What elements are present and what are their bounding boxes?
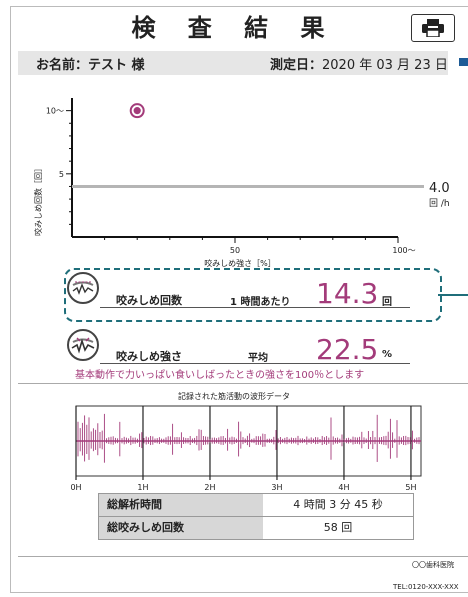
section-divider [18, 383, 468, 384]
y-axis-label: 咬みしめ回数［回］ [33, 164, 43, 236]
strength-value: 22.5 [316, 333, 379, 366]
print-button[interactable] [411, 14, 455, 42]
scatter-chart: 咬みしめ回数［回］ 10〜 5 50 100〜 4.0 回 /h 咬みしめ強さ［%］ [33, 98, 450, 268]
emg-tick-label: 5H [405, 483, 416, 490]
printer-icon [422, 19, 444, 37]
stat-label: 総咬みしめ回数 [99, 517, 263, 539]
strength-qualifier: 平均 [248, 353, 268, 364]
emg-title: 記録された筋活動の波形データ [178, 392, 290, 401]
footer-divider [18, 556, 468, 557]
clench-count-icon [67, 272, 99, 304]
data-point [133, 107, 141, 115]
count-qualifier: 1 時間あたり [230, 297, 291, 308]
measure-date: 測定日：2020 年 03 月 23 日 [270, 54, 448, 73]
count-underline [100, 307, 410, 308]
page-title: 検 査 結 果 [131, 14, 337, 42]
emg-tick-label: 2H [204, 483, 215, 490]
side-tab-marker [459, 58, 468, 66]
y-tick-label: 10〜 [46, 107, 64, 116]
clinic-name: 〇〇歯科医院 [412, 561, 454, 569]
callout-connector [438, 294, 468, 296]
stats-table: 総解析時間 4 時間 3 分 45 秒 総咬みしめ回数 58 回 [98, 493, 414, 540]
stat-value: 58 回 [263, 517, 413, 539]
count-unit: 回 [382, 297, 392, 308]
reference-value: 4.0 [429, 181, 450, 196]
emg-tick-label: 4H [338, 483, 349, 490]
count-value: 14.3 [316, 277, 379, 310]
clench-strength-icon [67, 329, 99, 361]
x-tick-label: 100〜 [392, 246, 415, 255]
emg-tick-label: 3H [271, 483, 282, 490]
count-label: 咬みしめ回数 [116, 294, 182, 307]
strength-underline [100, 363, 410, 364]
y-tick-label: 5 [59, 170, 64, 179]
clinic-tel: TEL:0120-XXX-XXX [393, 583, 459, 591]
strength-unit: % [382, 349, 393, 360]
stat-row-total: 総咬みしめ回数 58 回 [99, 517, 413, 539]
emg-tick-label: 0H [70, 483, 81, 490]
date-value: 2020 年 03 月 23 日 [322, 58, 448, 73]
stat-row-duration: 総解析時間 4 時間 3 分 45 秒 [99, 494, 413, 517]
emg-waveform: 0H 1H 2H 3H 4H 5H [70, 405, 422, 490]
date-label: 測定日： [270, 58, 323, 73]
x-axis-label: 咬みしめ強さ［%］ [204, 258, 276, 268]
emg-tick-label: 1H [137, 483, 148, 490]
patient-bar [18, 51, 448, 75]
reference-unit: 回 /h [429, 198, 450, 209]
stat-label: 総解析時間 [99, 494, 263, 516]
strength-label: 咬みしめ強さ [116, 350, 182, 363]
patient-name: お名前：テスト 様 [36, 58, 145, 73]
strength-note: 基本動作で力いっぱい食いしばったときの強さを100％とします [75, 370, 365, 381]
stats-divider [98, 516, 412, 517]
stat-value: 4 時間 3 分 45 秒 [263, 494, 413, 516]
x-tick-label: 50 [230, 246, 240, 255]
